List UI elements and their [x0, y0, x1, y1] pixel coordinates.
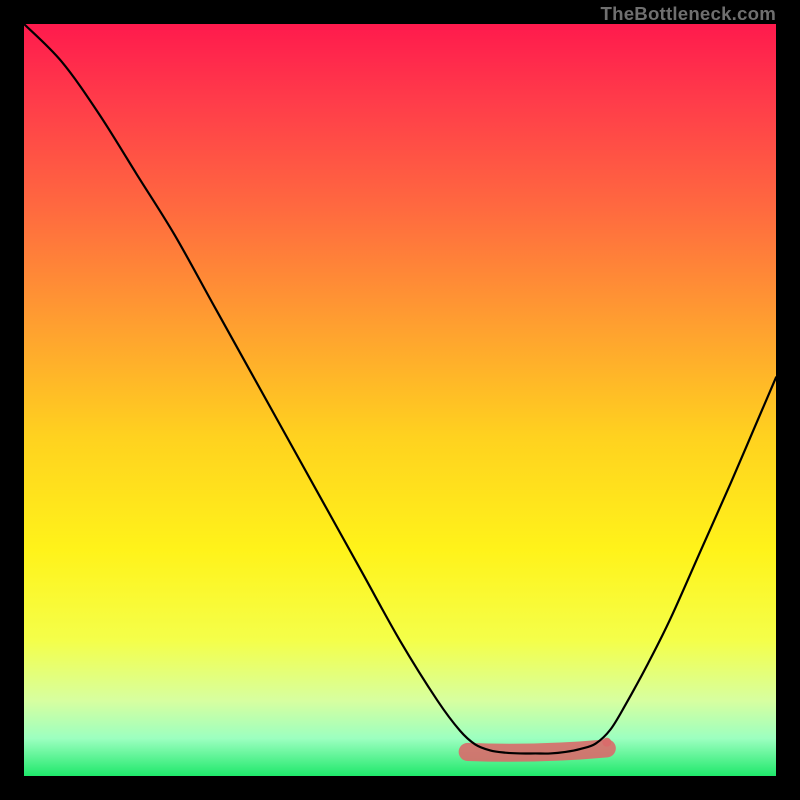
bottleneck-curve [24, 24, 776, 754]
frame: TheBottleneck.com [0, 0, 800, 800]
watermark-text: TheBottleneck.com [601, 3, 777, 25]
bottom-band-end-dot [602, 738, 611, 747]
plot-area [24, 24, 776, 776]
curve-layer [24, 24, 776, 776]
